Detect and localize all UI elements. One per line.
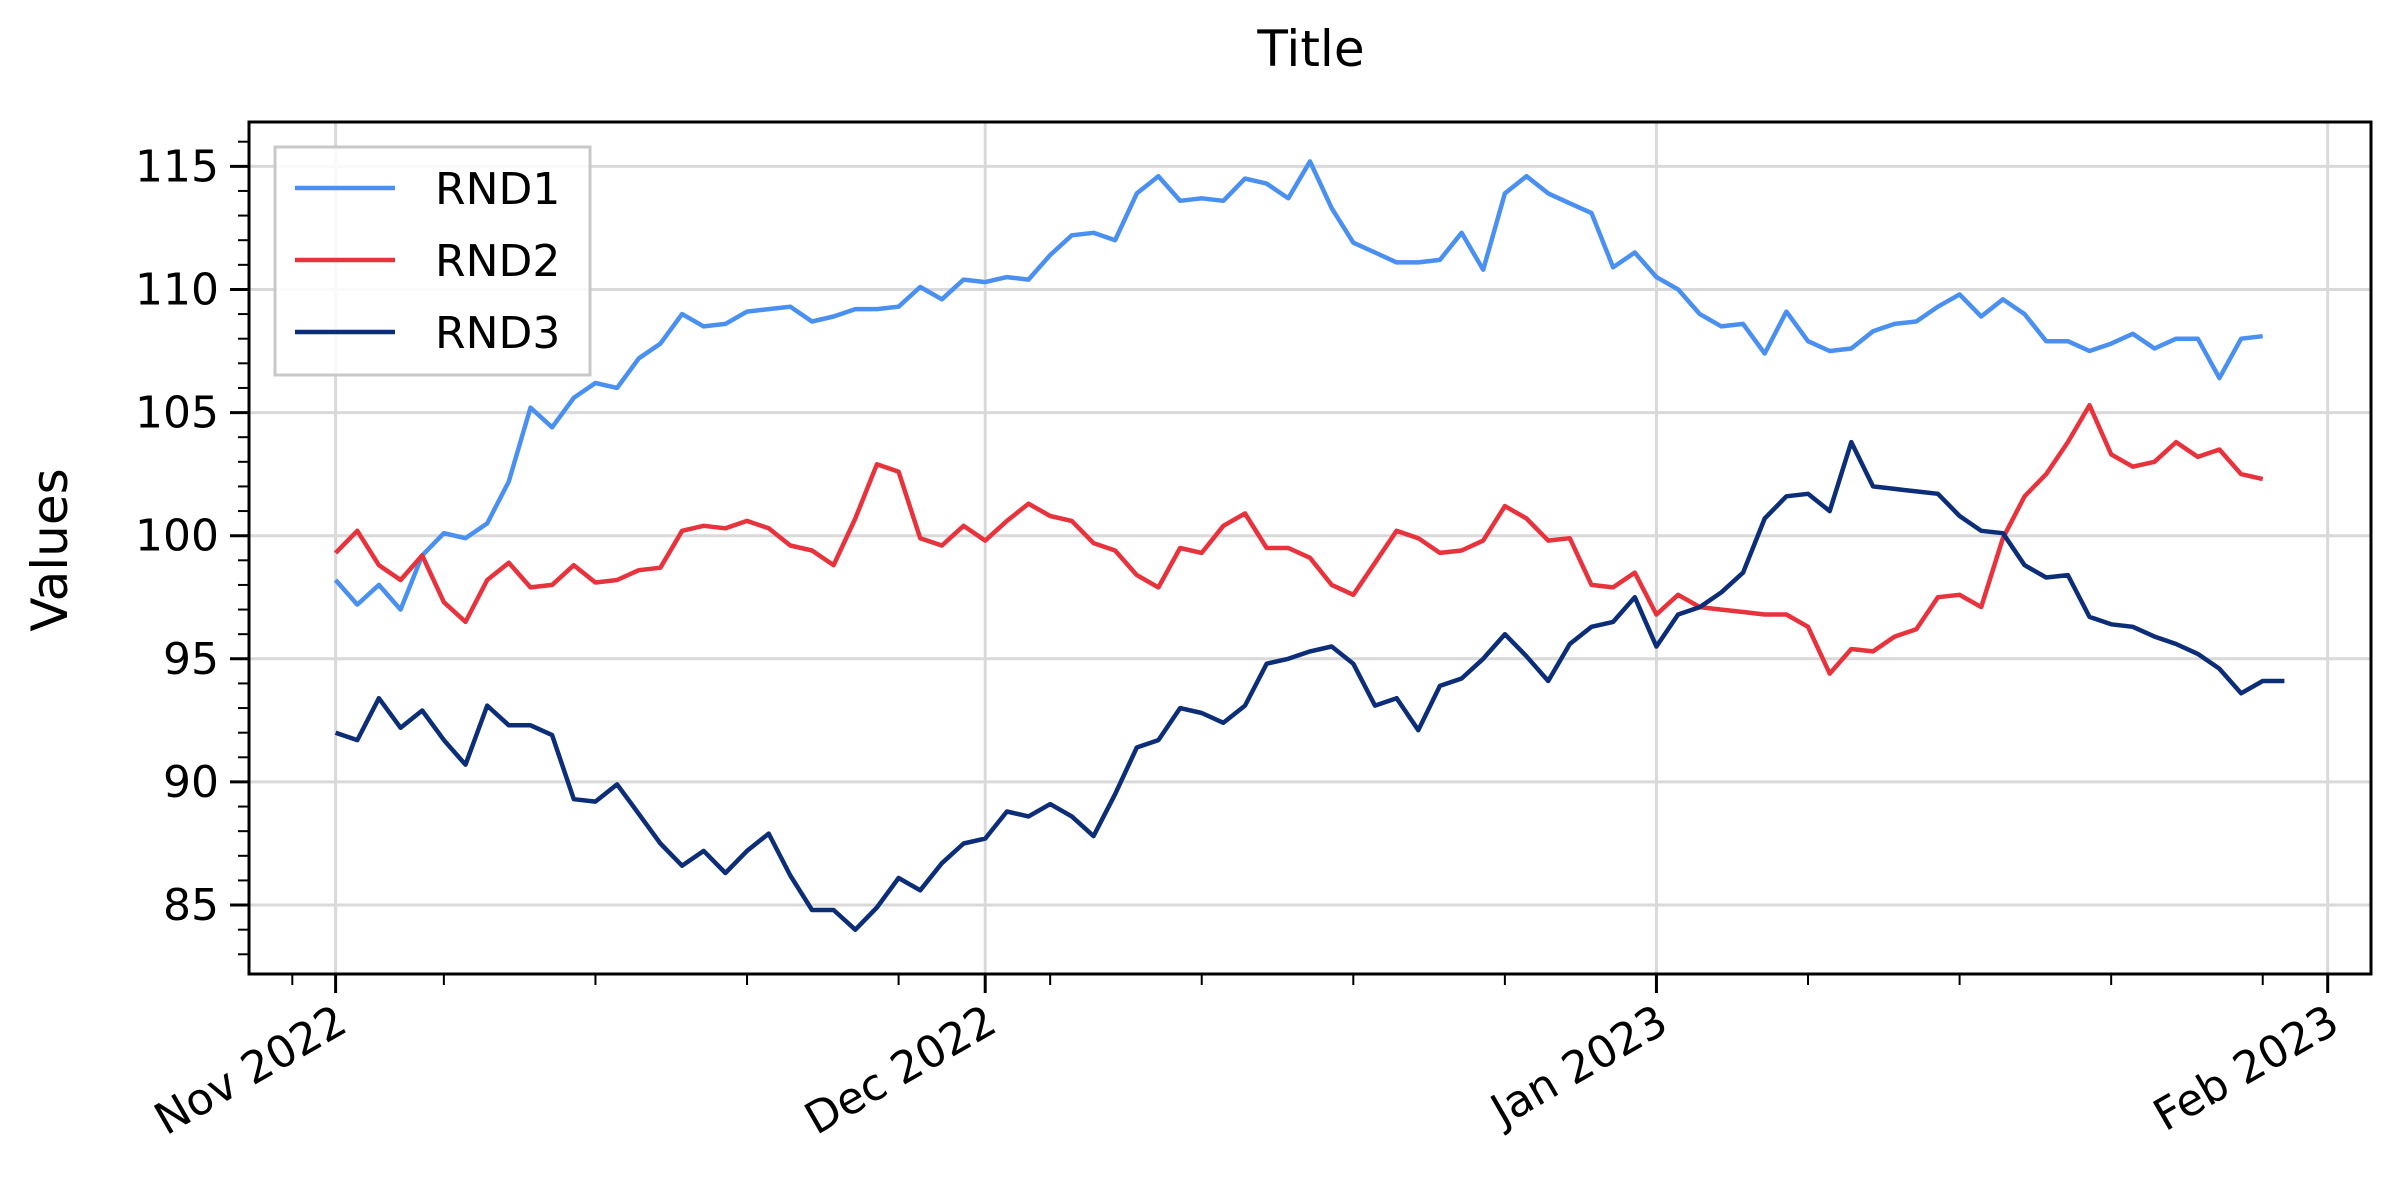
y-tick-label: 105 <box>135 388 219 439</box>
legend-label: RND3 <box>435 308 560 359</box>
y-tick-label: 115 <box>135 141 219 192</box>
legend: RND1 RND2 RND3 <box>273 145 592 377</box>
legend-label: RND2 <box>435 236 560 287</box>
y-tick-label: 90 <box>163 757 219 808</box>
y-tick-label: 95 <box>163 634 219 685</box>
legend-label: RND1 <box>435 164 560 215</box>
chart-title: Title <box>1256 20 1364 78</box>
x-tick-label: Feb 2023 <box>2145 995 2347 1141</box>
y-tick-label: 110 <box>135 264 219 315</box>
y-axis-label: Values <box>21 468 79 631</box>
series-lines <box>333 159 2285 932</box>
series-line-rnd3 <box>334 439 2285 932</box>
x-tick-label: Dec 2022 <box>796 995 1004 1145</box>
y-tick-label: 85 <box>163 880 219 931</box>
y-tick-label: 100 <box>135 511 219 562</box>
series-line-rnd2 <box>333 402 2264 676</box>
grid <box>249 122 2371 974</box>
plot-area-frame <box>247 120 2373 976</box>
series-line-rnd1 <box>333 159 2263 612</box>
x-tick-label: Nov 2022 <box>146 995 355 1145</box>
x-tick-label: Jan 2023 <box>1480 995 1676 1138</box>
